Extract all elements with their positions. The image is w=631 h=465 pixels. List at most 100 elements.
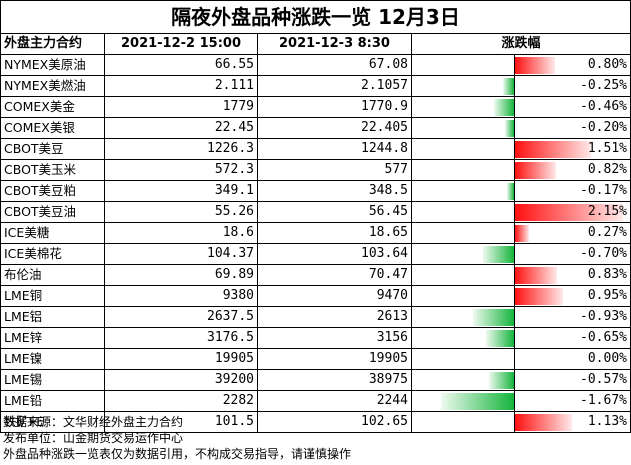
positive-bar-cell: -0.70% [514,243,631,265]
negative-bar-cell [411,159,515,181]
change-bar-negative [503,78,514,95]
negative-bar-cell [411,390,515,412]
prev-price: 22.45 [104,117,258,139]
change-pct-label: 0.82% [587,162,627,177]
change-bar-positive [515,414,572,431]
change-pct-label: -0.70% [580,246,627,261]
curr-price: 2.1057 [257,75,412,97]
table-body: NYMEX美原油 66.55 67.08 0.80% NYMEX美燃油 2.111 2.10… [0,54,631,433]
change-bar-negative [473,309,514,326]
positive-bar-cell: -0.93% [514,306,631,328]
curr-price: 102.65 [257,411,412,433]
table-row: CBOT美玉米 572.3 577 0.82% [0,159,631,181]
prev-price: 349.1 [104,180,258,202]
prev-price: 1779 [104,96,258,118]
change-bar-negative [483,246,514,263]
contract-name: NYMEX美燃油 [0,75,105,97]
table-row: 布伦油 69.89 70.47 0.83% [0,264,631,286]
change-pct-label: 0.83% [587,267,627,282]
prev-price: 2637.5 [104,306,258,328]
curr-price: 1770.9 [257,96,412,118]
contract-name: COMEX美金 [0,96,105,118]
change-pct-label: 1.51% [587,141,627,156]
negative-bar-cell [411,369,515,391]
table-row: LME铝 2637.5 2613 -0.93% [0,306,631,328]
change-bar-positive [515,57,556,74]
negative-bar-cell [411,96,515,118]
table-row: CBOT美豆粕 349.1 348.5 -0.17% [0,180,631,202]
change-pct-label: 0.00% [587,351,627,366]
negative-bar-cell [411,180,515,202]
negative-bar-cell [411,138,515,160]
contract-name: NYMEX美原油 [0,54,105,76]
contract-name: CBOT美豆油 [0,201,105,223]
change-bar-negative [485,330,514,347]
positive-bar-cell: -0.46% [514,96,631,118]
table-row: ICE美棉花 104.37 103.64 -0.70% [0,243,631,265]
positive-bar-cell: 0.00% [514,348,631,370]
contract-name: CBOT美豆 [0,138,105,160]
change-pct-label: -0.17% [580,183,627,198]
curr-price: 348.5 [257,180,412,202]
table-row: LME镍 19905 19905 0.00% [0,348,631,370]
table-row: COMEX美银 22.45 22.405 -0.20% [0,117,631,139]
negative-bar-cell [411,327,515,349]
table-row: LME锡 39200 38975 -0.57% [0,369,631,391]
change-pct-label: 0.80% [587,57,627,72]
prev-price: 1226.3 [104,138,258,160]
prev-price: 18.6 [104,222,258,244]
contract-name: LME镍 [0,348,105,370]
commodity-change-table: 隔夜外盘品种涨跌一览 12月3日 外盘主力合约 2021-12-2 15:00 … [0,0,631,433]
curr-price: 3156 [257,327,412,349]
negative-bar-cell [411,348,515,370]
table-row: LME铅 2282 2244 -1.67% [0,390,631,412]
positive-bar-cell: -0.20% [514,117,631,139]
table-row: LME锌 3176.5 3156 -0.65% [0,327,631,349]
contract-name: ICE美棉花 [0,243,105,265]
prev-price: 104.37 [104,243,258,265]
negative-bar-cell [411,54,515,76]
curr-price: 2244 [257,390,412,412]
prev-price: 3176.5 [104,327,258,349]
contract-name: 铁矿FE [0,411,105,433]
change-bar-negative [505,120,514,137]
contract-name: LME锡 [0,369,105,391]
negative-bar-cell [411,201,515,223]
negative-bar-cell [411,243,515,265]
curr-price: 38975 [257,369,412,391]
table-row: 铁矿FE 101.5 102.65 1.13% [0,411,631,433]
table-row: NYMEX美原油 66.55 67.08 0.80% [0,54,631,76]
footer-notes: 数据来源：文华财经外盘主力合约 发布单位：山金期货交易运作中心 外盘品种涨跌一览… [3,414,351,462]
change-bar-positive [515,288,563,305]
header-prev-time: 2021-12-2 15:00 [104,33,258,55]
header-curr-time: 2021-12-3 8:30 [257,33,412,55]
change-pct-label: -0.46% [580,99,627,114]
prev-price: 101.5 [104,411,258,433]
contract-name: CBOT美豆粕 [0,180,105,202]
change-bar-positive [515,225,529,242]
positive-bar-cell: 1.13% [514,411,631,433]
contract-name: LME铜 [0,285,105,307]
change-pct-label: -0.25% [580,78,627,93]
positive-bar-cell: 1.51% [514,138,631,160]
contract-name: ICE美糖 [0,222,105,244]
contract-name: 布伦油 [0,264,105,286]
note-disclaimer: 外盘品种涨跌一览表仅为数据引用，不构成交易指导，请谨慎操作 [3,447,352,461]
curr-price: 70.47 [257,264,412,286]
prev-price: 572.3 [104,159,258,181]
positive-bar-cell: -1.67% [514,390,631,412]
table-title: 隔夜外盘品种涨跌一览 12月3日 [0,0,631,34]
contract-name: COMEX美银 [0,117,105,139]
table-row: COMEX美金 1779 1770.9 -0.46% [0,96,631,118]
change-pct-label: -0.20% [580,120,627,135]
negative-bar-cell [411,264,515,286]
contract-name: LME铝 [0,306,105,328]
contract-name: LME铅 [0,390,105,412]
curr-price: 9470 [257,285,412,307]
prev-price: 2282 [104,390,258,412]
table-row: CBOT美豆 1226.3 1244.8 1.51% [0,138,631,160]
prev-price: 69.89 [104,264,258,286]
prev-price: 2.111 [104,75,258,97]
prev-price: 55.26 [104,201,258,223]
change-bar-negative [506,183,514,200]
